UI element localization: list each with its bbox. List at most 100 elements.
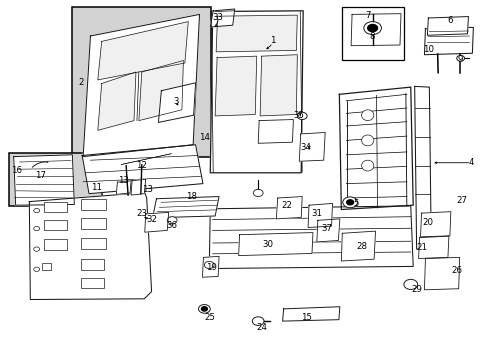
Circle shape [253,189,263,197]
Text: 17: 17 [35,171,45,180]
Text: 21: 21 [415,243,426,252]
Text: 2: 2 [78,78,83,87]
Text: 10: 10 [422,45,433,54]
Polygon shape [276,197,302,219]
Text: 35: 35 [293,111,304,120]
Circle shape [198,305,210,313]
Text: 25: 25 [204,313,215,322]
Circle shape [297,112,306,120]
Polygon shape [210,11,303,173]
Bar [342,7,403,60]
Polygon shape [424,27,472,55]
Text: 26: 26 [450,266,461,275]
Polygon shape [209,206,412,269]
Polygon shape [29,193,151,300]
Circle shape [346,200,353,205]
Polygon shape [339,87,412,210]
Polygon shape [316,219,339,242]
Text: 32: 32 [146,215,157,224]
Text: 1: 1 [269,36,275,45]
Polygon shape [82,145,203,194]
Ellipse shape [361,135,373,146]
Text: 37: 37 [321,224,331,233]
Text: 6: 6 [446,17,452,26]
Text: 24: 24 [256,323,267,332]
Text: 30: 30 [262,240,273,248]
Text: 29: 29 [410,285,421,294]
Bar [81,278,104,288]
Bar [44,202,67,212]
Text: 15: 15 [300,313,311,322]
Polygon shape [418,236,448,258]
Circle shape [34,208,40,213]
Bar [9,153,102,206]
Text: 7: 7 [364,11,370,20]
Polygon shape [350,14,400,46]
Text: 5: 5 [352,199,358,208]
Bar [44,220,67,230]
Polygon shape [98,22,188,80]
Text: 34: 34 [300,143,311,152]
Text: 9: 9 [457,55,462,64]
Text: 36: 36 [166,221,177,230]
Bar [72,7,211,157]
Circle shape [403,279,417,289]
Circle shape [342,197,357,208]
Text: 14: 14 [199,133,209,142]
Text: 13: 13 [142,185,153,194]
Polygon shape [299,132,325,161]
Polygon shape [139,60,183,121]
Text: 3: 3 [173,97,179,106]
Circle shape [34,226,40,231]
Bar [81,218,106,229]
Text: 23: 23 [136,210,147,218]
Text: 11: 11 [91,184,102,193]
Bar [81,199,106,210]
Bar [44,239,67,250]
Polygon shape [131,179,145,195]
Text: 22: 22 [281,202,291,210]
Polygon shape [215,56,256,116]
Text: 18: 18 [186,192,197,201]
Circle shape [252,317,264,325]
Polygon shape [238,233,312,256]
Text: 28: 28 [356,242,366,251]
Polygon shape [427,17,468,35]
Circle shape [456,55,464,61]
Polygon shape [152,197,219,218]
Text: 19: 19 [205,264,216,273]
Text: 12: 12 [136,161,147,170]
Polygon shape [210,9,234,27]
Ellipse shape [361,160,373,171]
Text: 31: 31 [311,210,322,218]
Circle shape [167,217,177,224]
Polygon shape [144,212,168,232]
Polygon shape [216,15,297,52]
Polygon shape [14,155,74,205]
Circle shape [34,247,40,251]
Polygon shape [424,257,459,290]
Polygon shape [420,212,450,237]
Text: 8: 8 [369,32,375,41]
Circle shape [34,267,40,271]
Polygon shape [282,307,339,321]
Polygon shape [341,231,375,261]
Polygon shape [258,120,293,143]
Polygon shape [260,55,297,116]
Polygon shape [83,14,199,157]
Bar [81,259,104,270]
Polygon shape [98,72,136,130]
Text: 27: 27 [455,196,466,204]
Text: 13: 13 [118,176,128,185]
Polygon shape [202,256,219,277]
Text: 33: 33 [212,13,223,22]
Text: 4: 4 [468,158,473,167]
Circle shape [204,261,214,269]
Ellipse shape [361,110,373,121]
Polygon shape [307,203,332,228]
Circle shape [367,24,377,32]
Polygon shape [414,86,430,249]
Text: 16: 16 [11,166,22,175]
Polygon shape [116,181,131,194]
Bar [81,238,106,249]
